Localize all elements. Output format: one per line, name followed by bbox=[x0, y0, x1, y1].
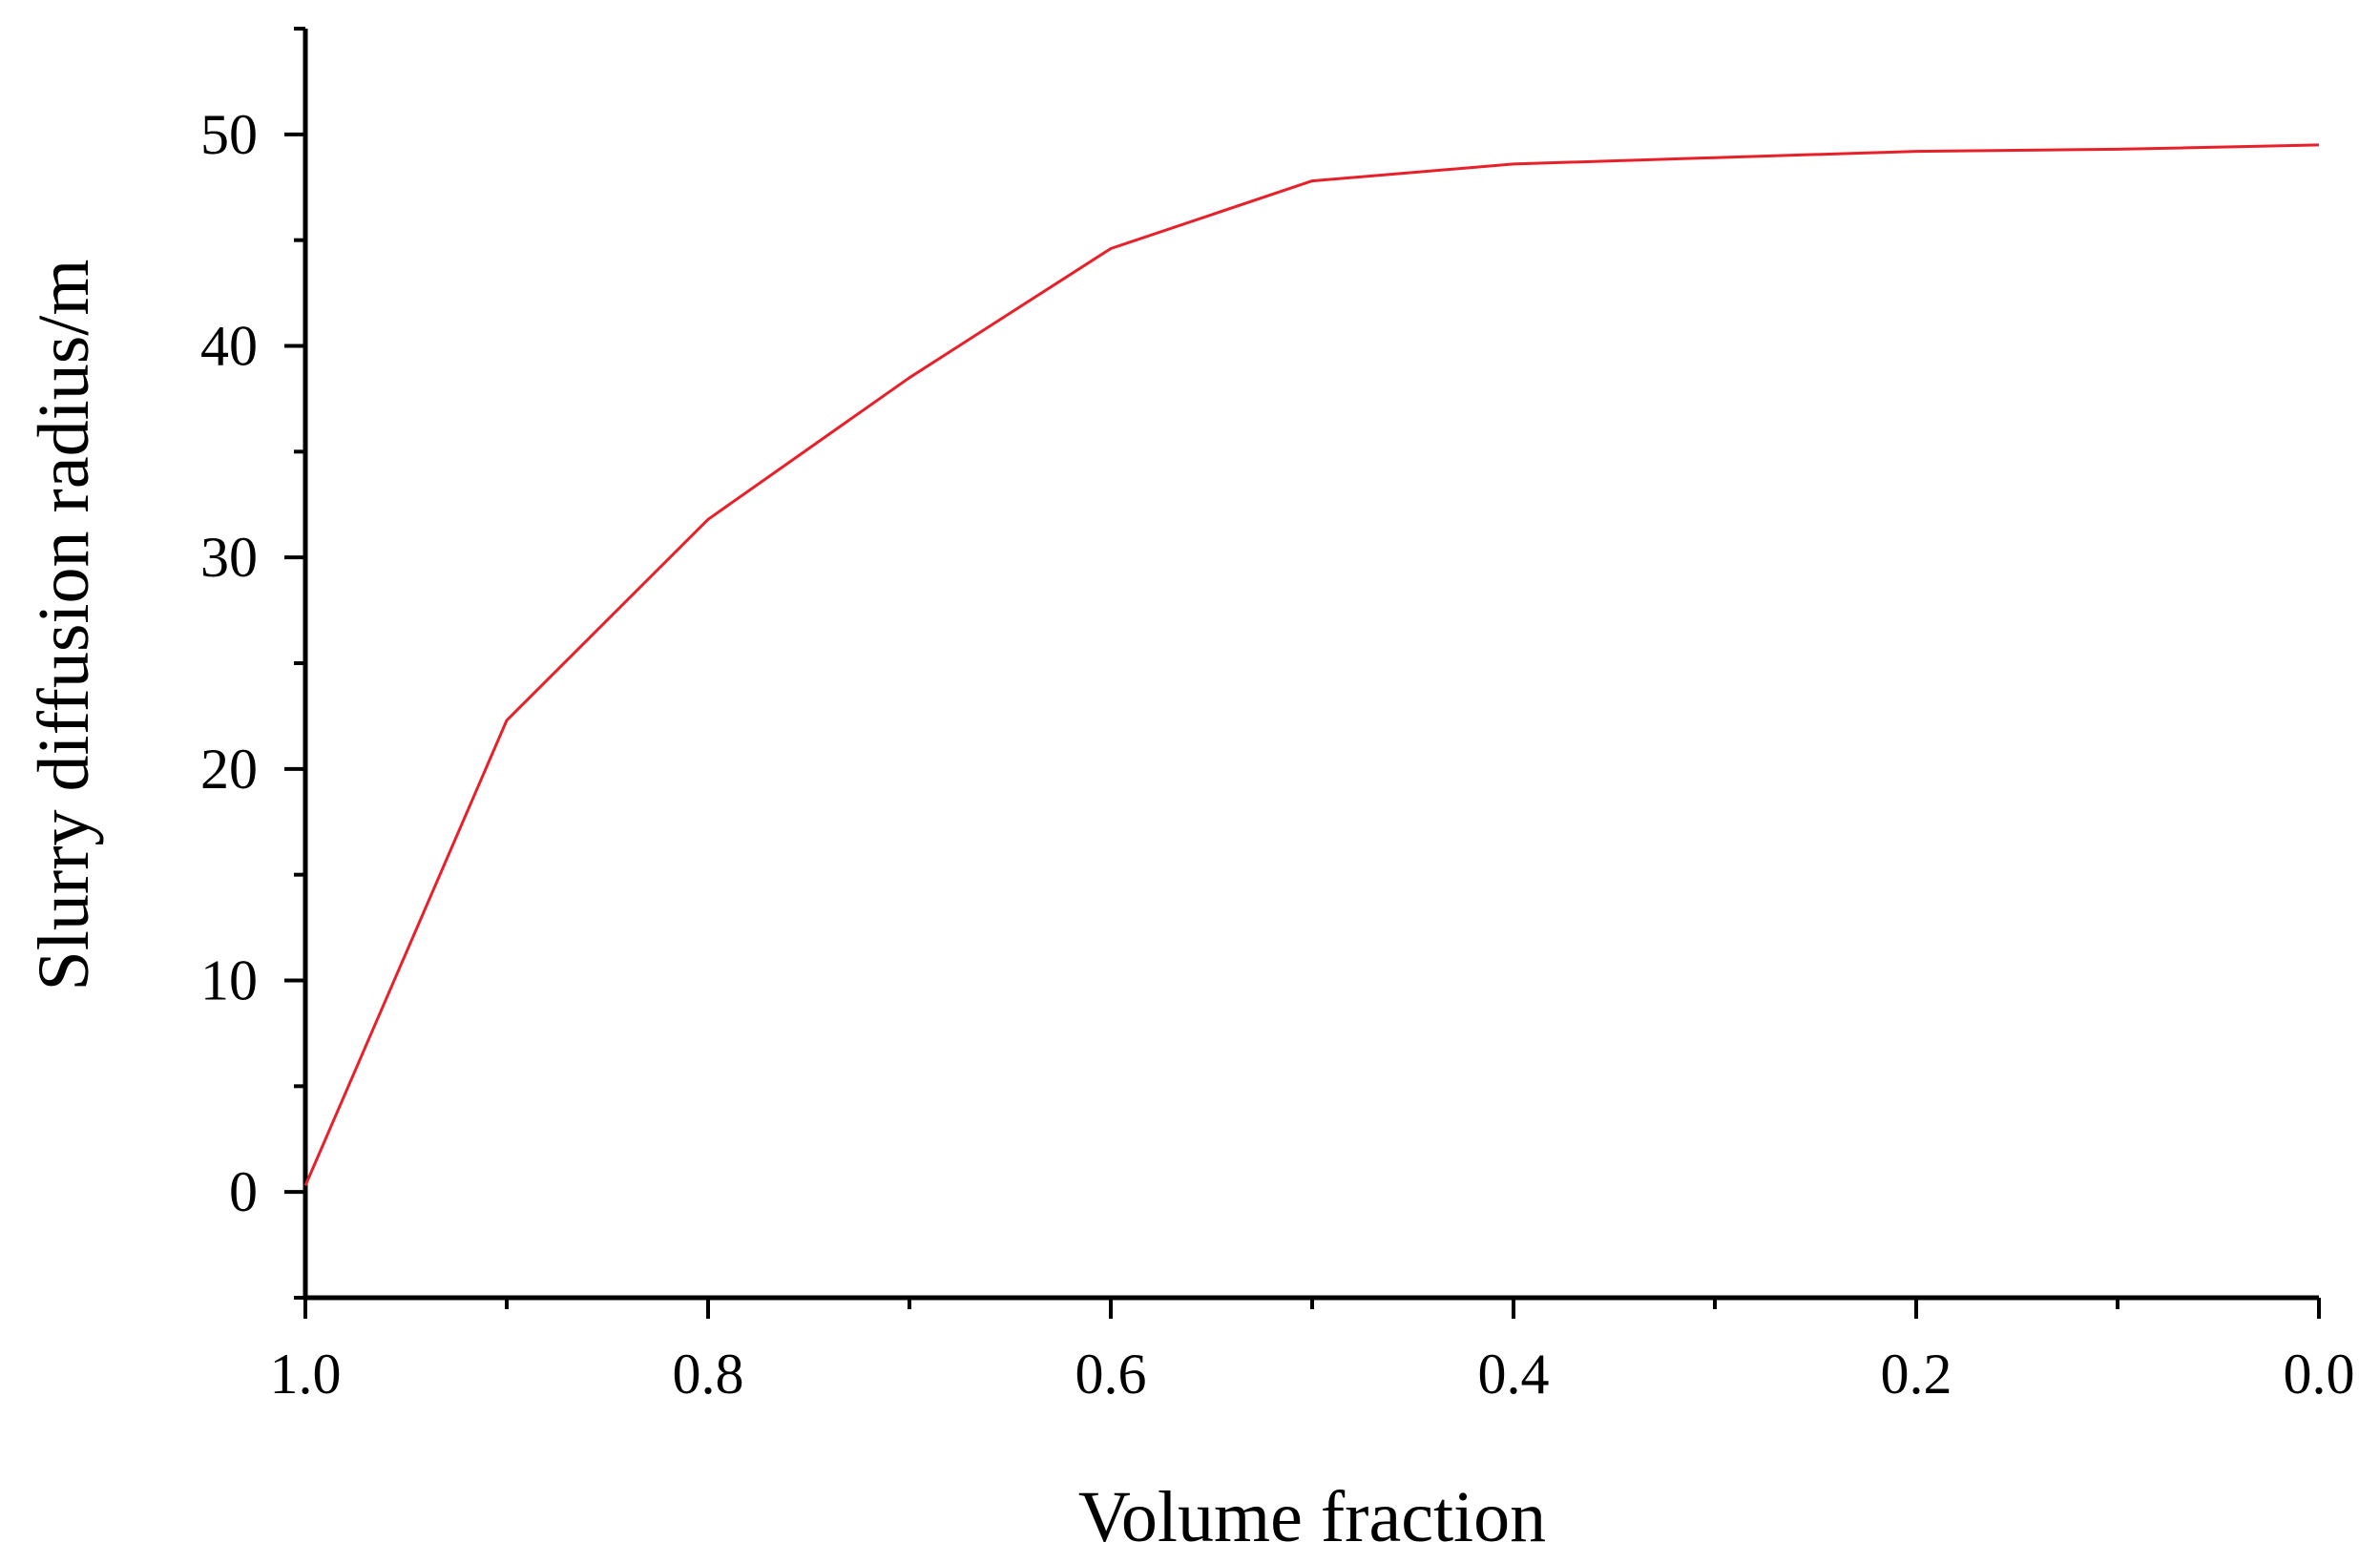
series-line bbox=[303, 143, 2320, 1187]
y-tick-label: 20 bbox=[200, 738, 258, 801]
x-tick-label: 1.0 bbox=[270, 1343, 342, 1406]
y-tick-label: 50 bbox=[200, 103, 258, 166]
x-tick-label: 0.8 bbox=[673, 1343, 744, 1406]
x-axis-title: Volume fraction bbox=[1078, 1477, 1546, 1557]
x-tick-label: 0.4 bbox=[1478, 1343, 1550, 1406]
series-layer bbox=[303, 143, 2320, 1187]
y-tick-label: 30 bbox=[200, 526, 258, 589]
tick-labels: 0 10 20 30 40 50 1.0 0.8 0.6 0.4 0.2 0.0 bbox=[200, 103, 2355, 1406]
x-tick-label: 0.0 bbox=[2284, 1343, 2355, 1406]
ticks bbox=[284, 27, 2321, 1319]
y-tick-label: 40 bbox=[200, 315, 258, 378]
y-tick-label: 10 bbox=[200, 949, 258, 1012]
y-tick-label: 0 bbox=[229, 1160, 258, 1223]
x-tick-label: 0.6 bbox=[1075, 1343, 1147, 1406]
y-axis-title: Slurry diffusion radius/m bbox=[24, 259, 104, 990]
axes bbox=[303, 29, 2319, 1301]
x-tick-label: 0.2 bbox=[1881, 1343, 1952, 1406]
